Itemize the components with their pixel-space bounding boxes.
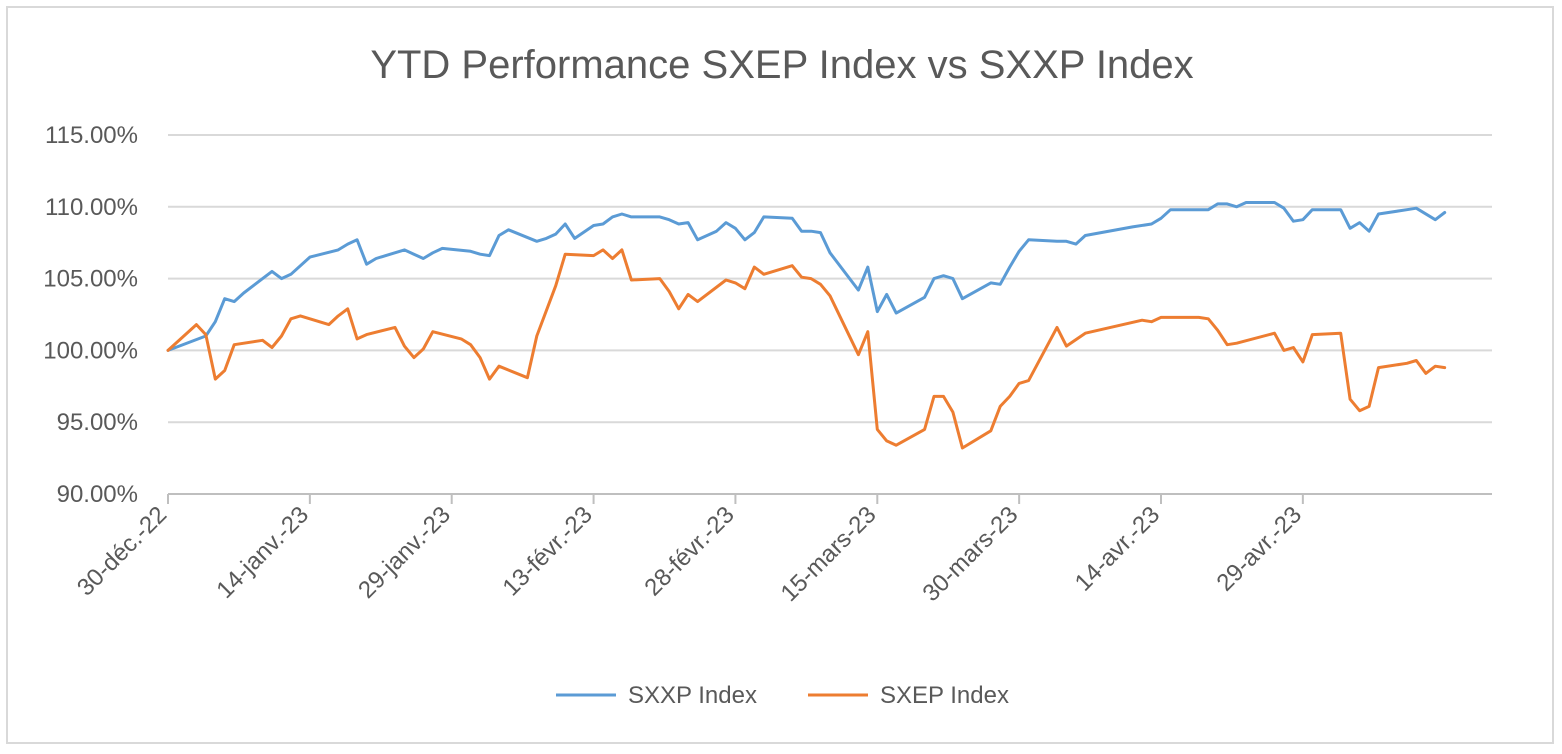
x-tick-label: 30-déc.-22: [72, 501, 172, 601]
x-tick-label: 14-avr.-23: [1070, 501, 1166, 597]
x-tick-label: 14-janv.-23: [211, 501, 314, 604]
legend-label: SXEP Index: [880, 682, 1009, 709]
chart-svg: YTD Performance SXEP Index vs SXXP Index…: [43, 43, 1492, 709]
x-tick-label: 15-mars-23: [776, 501, 882, 607]
legend: SXXP Index SXEP Index: [556, 682, 1009, 709]
y-tick-label: 90.00%: [57, 481, 138, 508]
x-axis: 30-déc.-22 14-janv.-23 29-janv.-23 13-févr.…: [72, 494, 1307, 607]
series-lines: [166, 201, 1447, 450]
x-tick-label: 28-févr.-23: [639, 501, 739, 601]
x-tick-label: 30-mars-23: [918, 501, 1024, 607]
x-tick-label: 29-avr.-23: [1212, 501, 1308, 597]
legend-label: SXXP Index: [628, 682, 757, 709]
series-line-sxep-index: [166, 248, 1447, 450]
y-tick-label: 95.00%: [57, 409, 138, 436]
y-tick-label: 115.00%: [45, 122, 138, 149]
y-tick-label: 105.00%: [43, 266, 138, 293]
chart-frame: YTD Performance SXEP Index vs SXXP Index…: [6, 6, 1554, 744]
y-axis-ticks: 90.00% 95.00% 100.00% 105.00% 110.00% 115.00%: [43, 122, 138, 508]
y-tick-label: 100.00%: [43, 337, 138, 364]
x-tick-label: 13-févr.-23: [498, 501, 598, 601]
y-tick-label: 110.00%: [45, 194, 138, 221]
x-tick-label: 29-janv.-23: [353, 501, 456, 604]
chart-title: YTD Performance SXEP Index vs SXXP Index: [370, 43, 1193, 87]
gridlines: [168, 134, 1492, 495]
series-line-sxxp-index: [166, 201, 1447, 352]
